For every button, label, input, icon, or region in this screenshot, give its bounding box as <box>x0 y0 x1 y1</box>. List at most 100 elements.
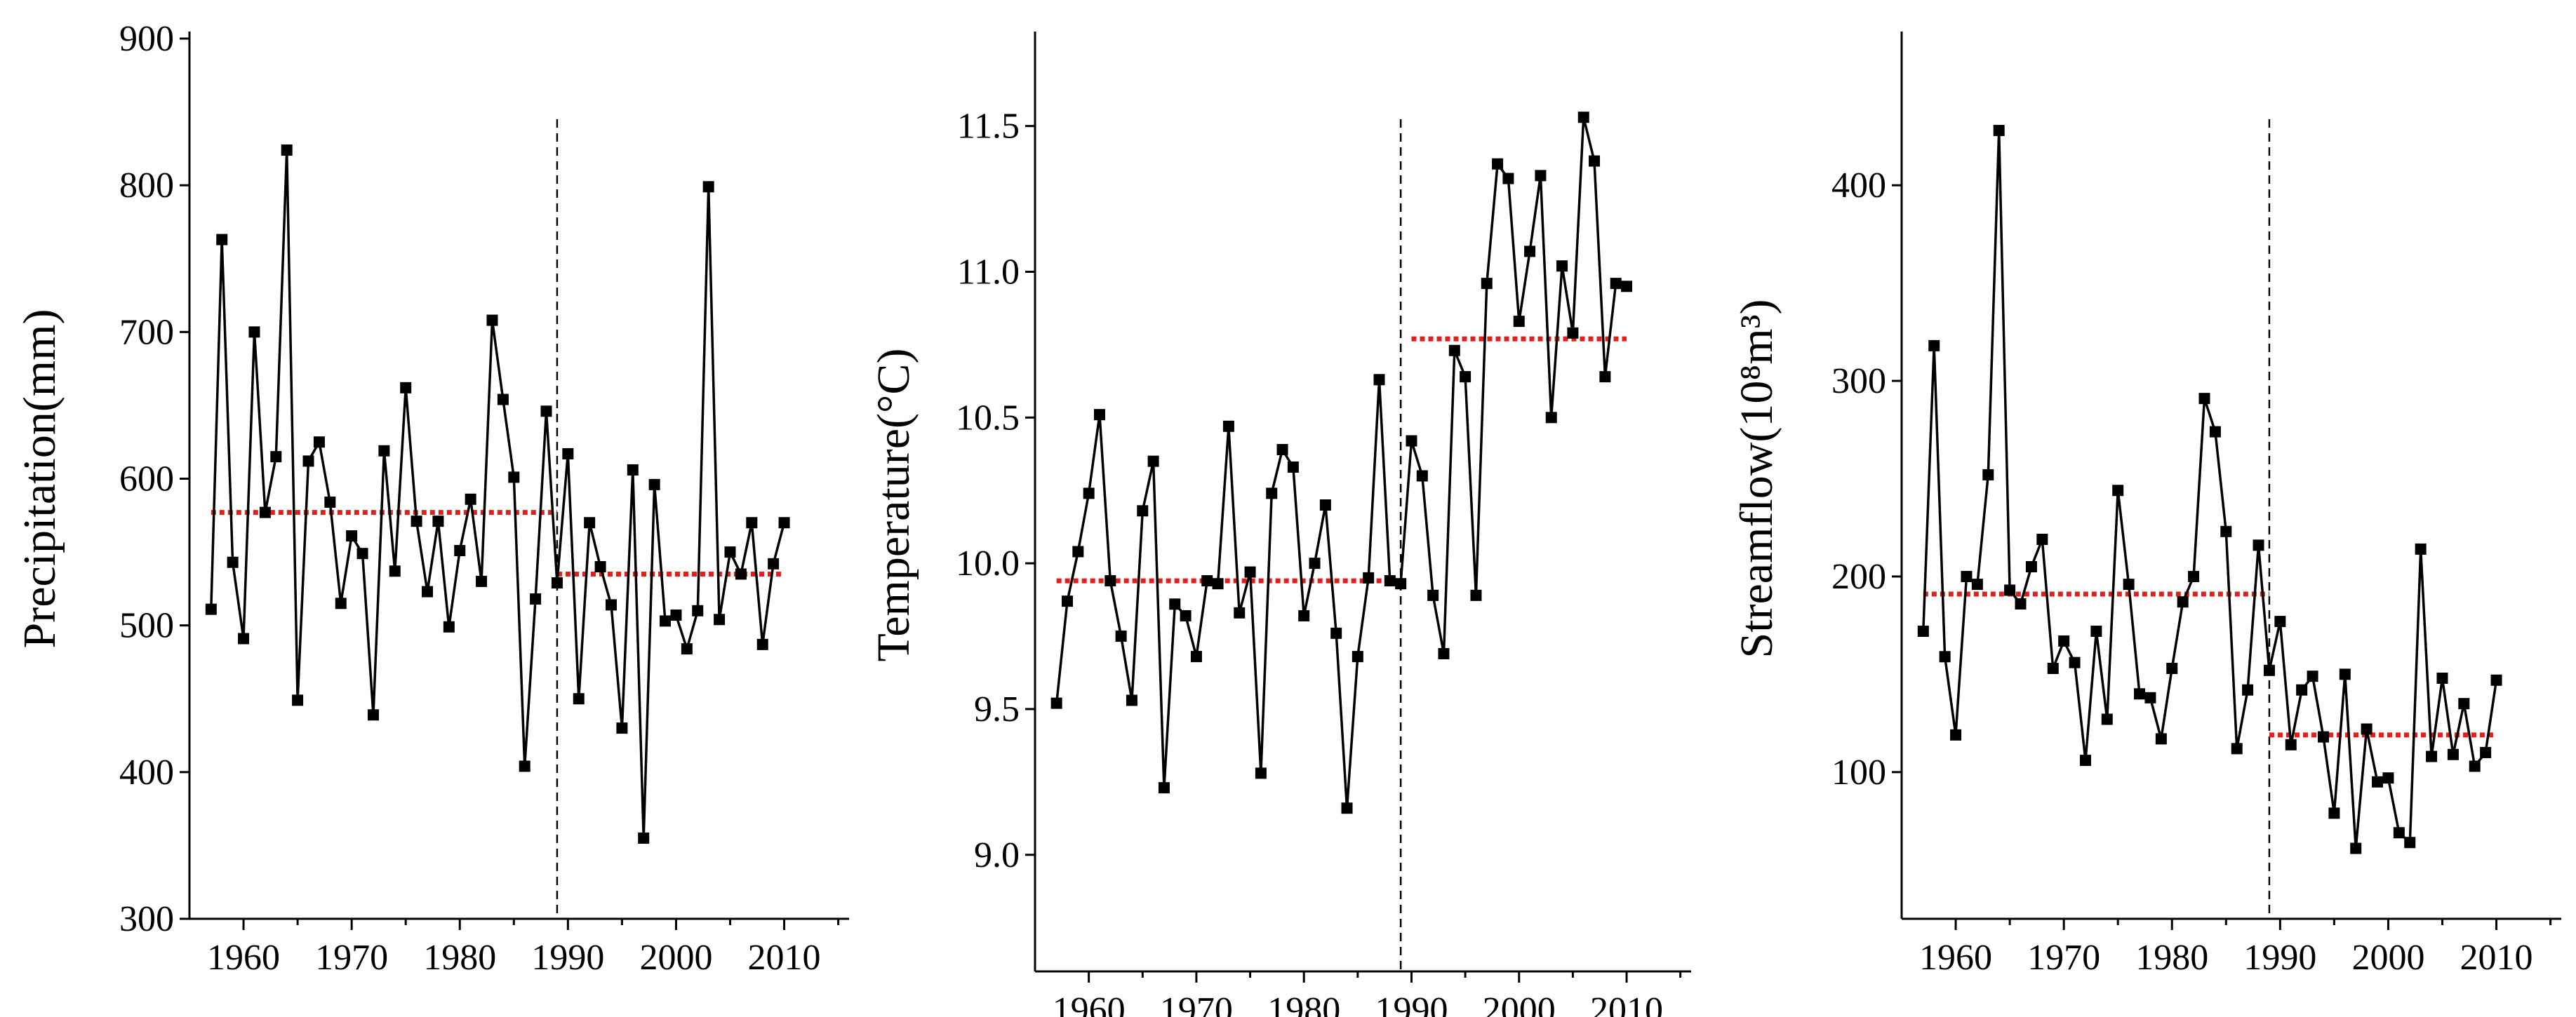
y-tick-label: 300 <box>119 899 174 939</box>
data-point <box>1244 566 1256 578</box>
plot-marks <box>1050 112 1633 971</box>
data-point <box>1416 470 1428 482</box>
data-point <box>562 447 574 459</box>
data-point <box>648 478 660 490</box>
data-point <box>2177 596 2189 608</box>
y-ticks: 100 200 300 400 <box>1831 166 1902 793</box>
data-point <box>670 609 682 621</box>
x-tick-label: 2000 <box>1483 990 1556 1017</box>
data-point <box>2047 663 2059 675</box>
data-point <box>1599 371 1611 383</box>
y-tick-label: 100 <box>1831 753 1886 793</box>
data-point <box>367 709 379 721</box>
y-tick-label: 900 <box>119 19 174 59</box>
data-point <box>2188 570 2200 582</box>
x-tick-label: 1960 <box>1919 938 1992 978</box>
data-point <box>1373 374 1385 386</box>
x-tick-label: 1960 <box>1053 990 1126 1017</box>
x-tick-label: 1980 <box>1267 990 1340 1017</box>
data-point <box>1502 173 1514 184</box>
data-point <box>2404 837 2416 849</box>
x-tick-label: 2010 <box>748 938 821 978</box>
data-point <box>2447 748 2459 760</box>
data-point <box>1556 260 1568 272</box>
data-point <box>1460 371 1471 383</box>
panel-temperature: 9.0 9.5 10.0 10.5 11.0 11.5 1960 1970 1980 1990 2… <box>868 32 1691 1017</box>
data-point <box>356 548 368 560</box>
data-point <box>378 445 390 457</box>
y-ticks: 300 400 500 600 700 800 900 <box>119 19 189 939</box>
data-point <box>1083 487 1095 499</box>
data-point <box>573 693 585 705</box>
data-point <box>2361 723 2373 735</box>
data-point <box>2220 525 2232 537</box>
data-point <box>714 614 726 626</box>
panel-precipitation: 300 400 500 600 700 800 900 1960 1970 1980 1990 20… <box>14 19 849 978</box>
data-point <box>1255 767 1267 779</box>
data-point <box>2134 688 2146 700</box>
data-point <box>692 605 704 617</box>
data-point <box>324 496 336 508</box>
data-point <box>1950 729 1962 741</box>
data-point <box>2480 746 2492 758</box>
y-tick-label: 600 <box>119 459 174 499</box>
y-tick-label: 9.5 <box>974 689 1020 729</box>
data-point <box>2015 598 2027 609</box>
data-point <box>2350 842 2362 854</box>
data-point <box>227 556 239 568</box>
data-point <box>1438 647 1450 659</box>
data-point <box>1470 589 1482 601</box>
data-point <box>335 598 347 609</box>
data-point <box>1448 344 1460 356</box>
data-point <box>2263 664 2275 676</box>
data-point <box>1115 631 1127 642</box>
data-point <box>302 455 314 467</box>
data-point <box>2166 663 2178 675</box>
data-point <box>2253 539 2264 551</box>
data-point <box>627 464 639 476</box>
data-point <box>1061 595 1073 607</box>
data-point <box>2382 772 2394 784</box>
data-point <box>2144 692 2156 703</box>
data-point <box>1961 570 1973 582</box>
data-point <box>616 722 628 734</box>
data-point <box>1158 782 1170 794</box>
data-point <box>1319 499 1331 511</box>
data-point <box>530 593 542 605</box>
data-point <box>1427 589 1439 601</box>
data-point <box>1384 575 1396 587</box>
data-point <box>1147 455 1159 467</box>
y-axis-title: Precipitation(mm) <box>14 309 65 649</box>
data-point <box>1266 487 1278 499</box>
data-point <box>2242 684 2254 696</box>
data-point <box>1201 575 1213 587</box>
data-point <box>1050 697 1062 709</box>
data-point <box>497 393 509 405</box>
data-point <box>259 506 271 518</box>
data-point <box>508 471 520 483</box>
data-point <box>1137 505 1149 517</box>
x-tick-label: 1970 <box>1160 990 1233 1017</box>
y-tick-label: 500 <box>119 606 174 646</box>
data-point <box>702 181 714 193</box>
data-point <box>1309 558 1321 570</box>
data-point <box>2069 656 2081 668</box>
data-point <box>1545 412 1557 424</box>
data-point <box>778 517 790 529</box>
data-point <box>1212 578 1224 590</box>
data-point <box>1535 170 1547 182</box>
y-tick-label: 300 <box>1831 361 1886 401</box>
data-point <box>1330 627 1342 639</box>
data-point <box>281 144 293 156</box>
data-point <box>746 517 758 529</box>
data-point <box>1567 327 1579 339</box>
data-point <box>2123 579 2135 591</box>
y-tick-label: 200 <box>1831 557 1886 597</box>
data-point <box>216 234 228 245</box>
series-line <box>210 149 786 839</box>
data-point <box>476 575 488 587</box>
axes <box>1900 32 2561 920</box>
y-ticks: 9.0 9.5 10.0 10.5 11.0 11.5 <box>956 107 1035 875</box>
data-point <box>1524 245 1536 257</box>
data-point <box>2090 626 2102 638</box>
